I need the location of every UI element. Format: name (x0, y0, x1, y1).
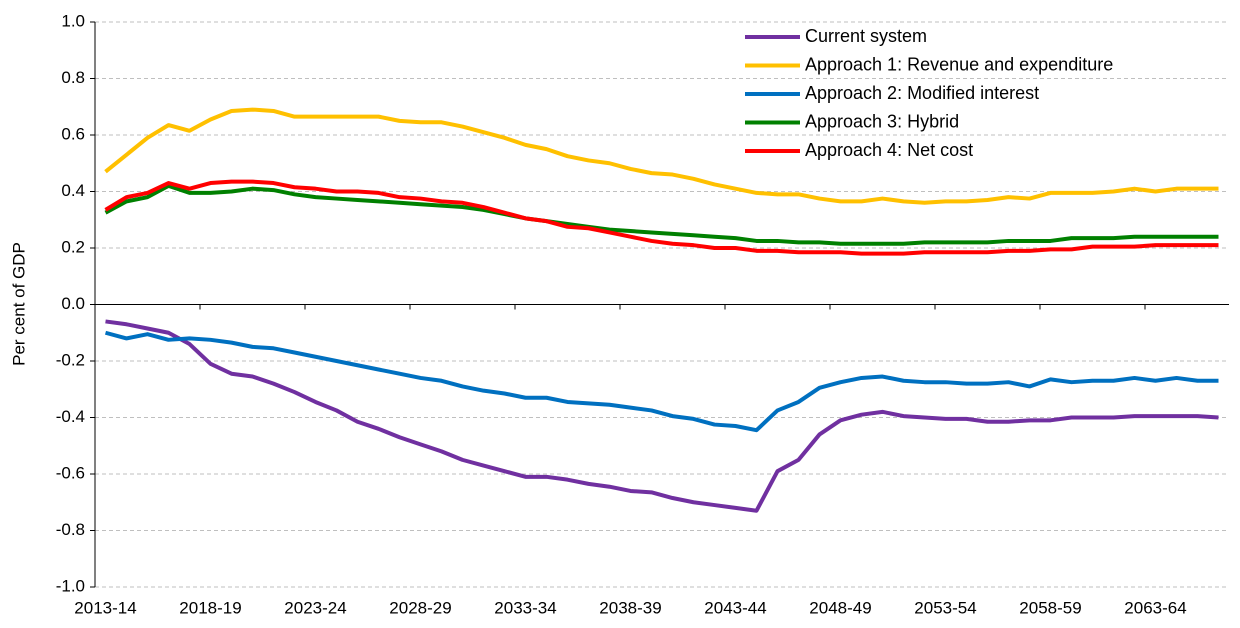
y-tick-label: -0.8 (56, 520, 85, 539)
x-tick-label: 2058-59 (1019, 598, 1081, 617)
series-line (105, 319, 1219, 513)
y-tick-label: 0.2 (61, 237, 85, 256)
y-tick-label: -0.4 (56, 407, 85, 426)
x-tick-label: 2063-64 (1124, 598, 1186, 617)
y-tick-label: -0.6 (56, 463, 85, 482)
series-line (104, 330, 1219, 433)
x-tick-label: 2038-39 (599, 598, 661, 617)
x-tick-label: 2048-49 (809, 598, 871, 617)
series-line (104, 107, 1219, 205)
x-tick-label: 2023-24 (284, 598, 346, 617)
x-tick-label: 2013-14 (74, 598, 136, 617)
legend-label: Approach 3: Hybrid (805, 111, 959, 131)
legend-label: Approach 4: Net cost (805, 140, 973, 160)
y-tick-label: 1.0 (61, 11, 85, 30)
y-tick-label: -0.2 (56, 350, 85, 369)
y-tick-label: 0.6 (61, 124, 85, 143)
x-tick-label: 2043-44 (704, 598, 766, 617)
x-tick-label: 2033-34 (494, 598, 556, 617)
y-axis-label: Per cent of GDP (9, 242, 28, 366)
y-tick-label: -1.0 (56, 576, 85, 595)
x-tick-label: 2053-54 (914, 598, 976, 617)
y-tick-label: 0.8 (61, 68, 85, 87)
x-tick-label: 2028-29 (389, 598, 451, 617)
y-tick-label: 0.4 (61, 181, 85, 200)
y-tick-label: 0.0 (61, 294, 85, 313)
legend-label: Approach 1: Revenue and expenditure (805, 54, 1113, 74)
series-line (104, 183, 1219, 246)
legend-label: Approach 2: Modified interest (805, 83, 1039, 103)
x-tick-label: 2018-19 (179, 598, 241, 617)
series-line (104, 179, 1219, 256)
legend-label: Current system (805, 26, 927, 46)
